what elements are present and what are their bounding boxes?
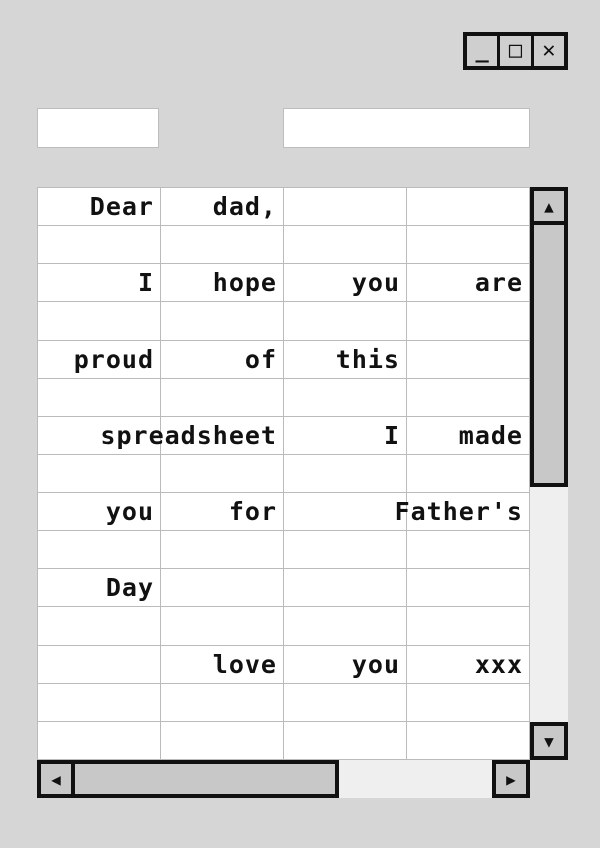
cell[interactable]: [284, 721, 407, 760]
cell[interactable]: [38, 607, 161, 646]
horizontal-scroll-thumb[interactable]: [71, 760, 339, 798]
cell[interactable]: of: [161, 340, 284, 379]
up-arrow-icon: ▲: [544, 196, 554, 216]
cell[interactable]: Dear: [38, 188, 161, 227]
cell[interactable]: [407, 378, 530, 417]
minimize-button[interactable]: _: [467, 36, 498, 66]
cell[interactable]: [38, 531, 161, 570]
cell[interactable]: [407, 683, 530, 722]
cell[interactable]: spreadsheet: [100, 416, 284, 455]
down-arrow-icon: ▼: [544, 731, 554, 751]
cell[interactable]: [38, 226, 161, 265]
cell[interactable]: [161, 378, 284, 417]
cell[interactable]: Day: [38, 569, 161, 608]
maximize-button[interactable]: □: [500, 36, 531, 66]
cell[interactable]: [161, 683, 284, 722]
cell[interactable]: love: [161, 645, 284, 684]
scroll-right-button[interactable]: ▶: [492, 760, 530, 798]
cell[interactable]: Father's: [395, 493, 530, 532]
cell[interactable]: [284, 683, 407, 722]
cell[interactable]: [407, 569, 530, 608]
cell[interactable]: [284, 569, 407, 608]
cell[interactable]: proud: [38, 340, 161, 379]
cell[interactable]: I: [38, 264, 161, 303]
cell[interactable]: xxx: [407, 645, 530, 684]
cell[interactable]: [161, 531, 284, 570]
cell[interactable]: [161, 607, 284, 646]
window-controls: _ □ ✕: [463, 32, 568, 70]
cell[interactable]: [284, 302, 407, 341]
cell[interactable]: are: [407, 264, 530, 303]
cell-name-box[interactable]: [37, 108, 159, 148]
cell[interactable]: [284, 493, 407, 532]
cell[interactable]: [407, 188, 530, 227]
cell[interactable]: [38, 683, 161, 722]
cell[interactable]: [407, 340, 530, 379]
cell[interactable]: [284, 607, 407, 646]
cell[interactable]: I: [284, 416, 407, 455]
cell[interactable]: [407, 454, 530, 494]
cell[interactable]: [161, 569, 284, 608]
cell[interactable]: [161, 226, 284, 265]
scroll-up-button[interactable]: ▲: [530, 187, 568, 225]
scroll-left-button[interactable]: ◀: [37, 760, 75, 798]
cell[interactable]: [407, 226, 530, 265]
cell[interactable]: [161, 302, 284, 341]
cell[interactable]: [407, 607, 530, 646]
close-button[interactable]: ✕: [533, 36, 564, 66]
cell[interactable]: [284, 188, 407, 227]
cell[interactable]: [38, 454, 161, 494]
cell[interactable]: [407, 531, 530, 570]
cell[interactable]: [161, 721, 284, 760]
cell[interactable]: [284, 531, 407, 570]
cell[interactable]: this: [284, 340, 407, 379]
cell[interactable]: [284, 378, 407, 417]
cell[interactable]: [284, 454, 407, 494]
cell[interactable]: [407, 302, 530, 341]
cell[interactable]: you: [38, 493, 161, 532]
cell[interactable]: you: [284, 645, 407, 684]
cell[interactable]: [38, 378, 161, 417]
formula-bar[interactable]: [283, 108, 530, 148]
horizontal-scrollbar[interactable]: ◀ ▶: [37, 760, 530, 798]
cell[interactable]: [161, 454, 284, 494]
cell[interactable]: you: [284, 264, 407, 303]
cell[interactable]: [38, 721, 161, 760]
vertical-scroll-thumb[interactable]: [530, 221, 568, 487]
cell[interactable]: [38, 416, 161, 455]
cell[interactable]: [284, 226, 407, 265]
right-arrow-icon: ▶: [506, 769, 516, 789]
cell[interactable]: hope: [161, 264, 284, 303]
cell[interactable]: made: [407, 416, 530, 455]
left-arrow-icon: ◀: [51, 769, 61, 789]
cell[interactable]: [38, 645, 161, 684]
scroll-down-button[interactable]: ▼: [530, 722, 568, 760]
cell[interactable]: for: [161, 493, 284, 532]
cell[interactable]: [407, 721, 530, 760]
cell[interactable]: [38, 302, 161, 341]
cell[interactable]: dad,: [161, 188, 284, 227]
vertical-scrollbar[interactable]: ▲ ▼: [530, 187, 568, 760]
